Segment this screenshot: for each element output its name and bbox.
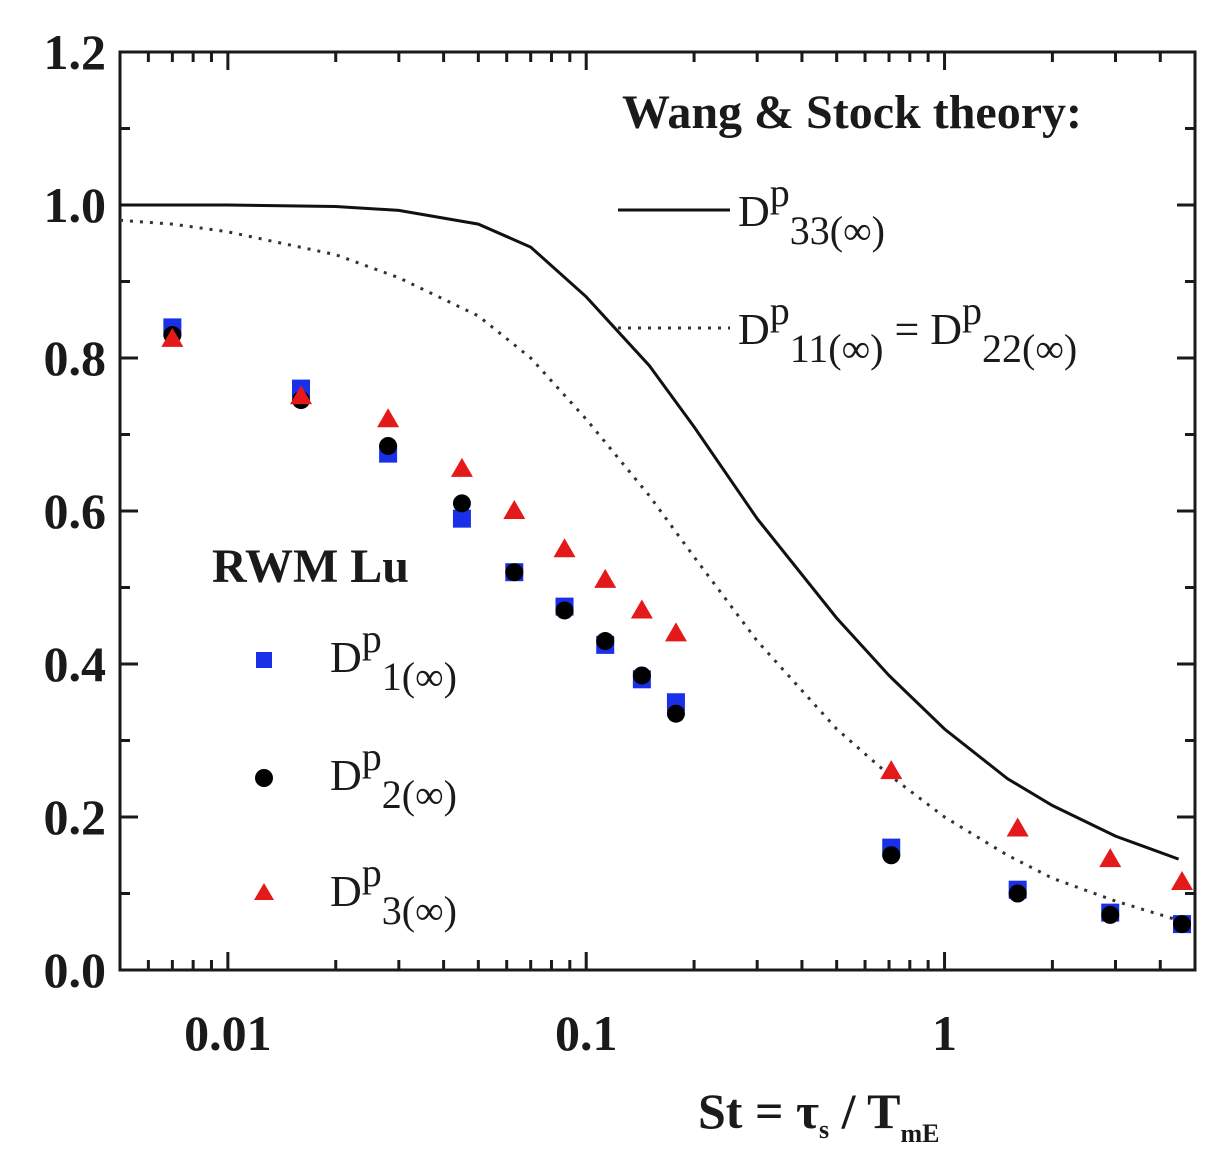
y-tick-label: 1.2 [44,24,107,80]
plot-frame [118,50,1197,972]
theory-dotted-line [119,218,1180,922]
data-point-triangle [664,622,687,642]
data-point-triangle [503,500,526,519]
data-point-triangle [161,327,184,347]
data-point-circle [505,563,524,582]
data-point-circle [666,704,685,723]
legend-solid-line-label: Dp33(∞) [738,170,885,253]
legend-triangle-label: Dp3(∞) [330,850,457,933]
data-point-circle [452,494,471,513]
y-tick-label: 0.0 [44,942,107,998]
data-point-triangle [553,538,576,558]
y-tick-label: 0.4 [44,636,107,692]
theory-solid-line [120,203,1180,861]
data-point-triangle [1006,817,1029,837]
data-point-triangle [377,408,400,428]
legend-circle-marker [255,769,273,787]
data-point-triangle [1099,848,1122,868]
x-axis-label: St = τs / TmE [698,1083,939,1148]
x-tick-label: 0.1 [555,1005,618,1061]
legend-triangle-marker [254,883,274,900]
data-point-triangle [290,385,313,405]
data-point-triangle [594,568,617,588]
data-point-triangle [880,760,903,780]
legend-square-marker [256,652,272,668]
legend-circle-label: Dp2(∞) [330,734,457,817]
data-point-circle [882,846,901,865]
data-point-circle [596,632,615,651]
data-point-triangle [450,457,473,477]
theory-legend-title: Wang & Stock theory: [622,86,1082,139]
legend-square-label: Dp1(∞) [330,616,457,699]
data-point-circle [1173,915,1192,934]
data-point-triangle [630,599,653,619]
x-tick-label: 0.01 [184,1005,272,1061]
x-tick-label: 1 [932,1005,957,1061]
y-tick-label: 1.0 [44,177,107,233]
data-point-circle [632,666,651,685]
data-point-square [452,509,471,528]
y-tick-label: 0.6 [44,483,107,539]
data-point-circle [379,436,398,455]
data-point-circle [1008,884,1027,903]
legend-dotted-line-label: Dp11(∞) = Dp22(∞) [738,288,1077,371]
y-tick-label: 0.8 [44,330,107,386]
y-tick-label: 0.2 [44,789,107,845]
data-point-triangle [1171,871,1194,891]
data-point-circle [555,601,574,620]
data-point-circle [1101,905,1120,924]
rwm-legend-title: RWM Lu [212,540,409,593]
